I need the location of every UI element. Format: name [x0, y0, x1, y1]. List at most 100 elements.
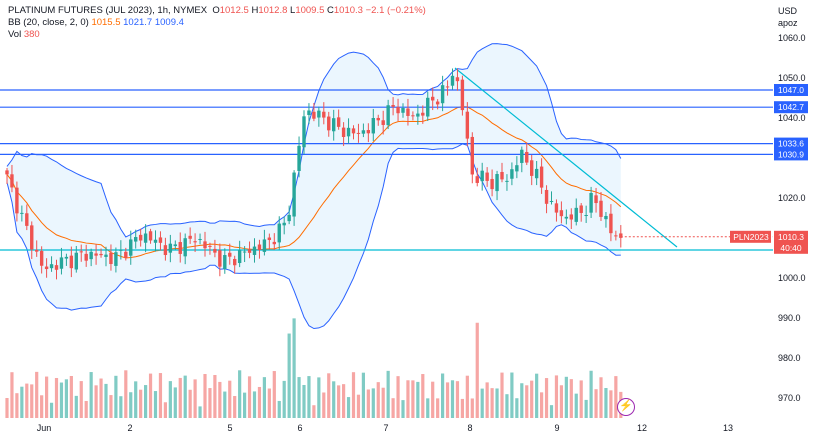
volume-bar: [356, 394, 361, 418]
volume-bar: [183, 375, 187, 418]
volume-bar: [94, 385, 98, 418]
candle-body: [356, 132, 361, 134]
candle-body: [228, 252, 232, 257]
candle-body: [287, 214, 291, 222]
candle-body: [599, 200, 603, 217]
volume-bar: [485, 382, 489, 418]
price-axis-tick: 1020.0: [778, 193, 806, 203]
candle-body: [233, 258, 237, 266]
candle-body: [465, 111, 470, 139]
candle-body: [282, 222, 286, 226]
volume-bar: [129, 392, 133, 418]
volume-bar: [124, 370, 128, 418]
volume-bar: [391, 398, 395, 418]
candle-body: [272, 241, 276, 245]
candle-body: [495, 174, 499, 192]
trend-line[interactable]: [454, 67, 678, 248]
candle-body: [10, 174, 14, 188]
candle-body: [44, 266, 49, 270]
candle-body: [525, 151, 529, 163]
volume-bar: [213, 375, 217, 418]
candle-body: [49, 264, 54, 269]
bb-legend-row[interactable]: BB (20, close, 2, 0) 1015.5 1021.7 1009.…: [8, 17, 426, 29]
candle-body: [460, 79, 465, 111]
volume-label[interactable]: Vol: [8, 29, 22, 40]
candle-body: [539, 166, 544, 188]
candle-body: [609, 213, 613, 234]
volume-bar: [139, 389, 143, 418]
candle-body: [183, 238, 187, 257]
candle-body: [455, 77, 460, 82]
volume-bar: [361, 372, 365, 418]
volume-bar: [500, 372, 504, 418]
bb-indicator-label[interactable]: BB (20, close, 2, 0): [8, 17, 89, 28]
level-price-tag: [774, 148, 808, 161]
candle-body: [129, 239, 133, 256]
volume-bar: [510, 372, 514, 418]
candle-body: [376, 117, 380, 121]
volume-bar: [163, 402, 167, 418]
volume-bar: [272, 371, 276, 418]
bar-countdown-label: 40:40: [780, 243, 802, 253]
candle-body: [302, 116, 306, 148]
candle-body: [203, 241, 207, 249]
volume-bar: [376, 382, 380, 418]
candle-body: [510, 169, 514, 179]
lightning-icon[interactable]: ⚡: [617, 398, 635, 416]
volume-bar: [520, 383, 524, 418]
volume-bar: [114, 375, 118, 418]
price-axis-tick: 970.0: [778, 393, 801, 403]
candle-body: [30, 225, 34, 250]
candle-body: [138, 234, 143, 241]
volume-bar: [49, 402, 54, 418]
time-axis-label: 7: [383, 423, 388, 433]
candle-body: [208, 245, 212, 247]
volume-bar: [579, 380, 583, 418]
symbol-name[interactable]: PLATINUM FUTURES (JUL 2023): [8, 5, 153, 16]
candle-body: [406, 108, 410, 116]
candle-body: [401, 107, 405, 113]
candle-body: [391, 104, 395, 107]
volume-bar: [233, 396, 237, 418]
volume-bar: [346, 397, 351, 418]
volume-bar: [119, 396, 123, 418]
candle-body: [559, 210, 564, 217]
volume-bar: [604, 388, 608, 418]
ohlc-high: 1012.8: [258, 5, 288, 16]
volume-bar: [5, 398, 9, 418]
candle-body: [218, 250, 222, 267]
volume-legend-row[interactable]: Vol 380: [8, 29, 426, 41]
volume-bar: [35, 371, 39, 418]
candle-body: [188, 235, 192, 239]
candle-body: [114, 252, 118, 266]
candle-body: [178, 242, 182, 254]
candle-body: [267, 237, 272, 241]
candle-body: [322, 111, 326, 118]
candle-body: [54, 265, 59, 270]
candle-body: [574, 207, 578, 222]
volume-bar: [416, 381, 420, 418]
volume-bar: [530, 380, 534, 418]
volume-bar: [84, 400, 88, 418]
volume-bar: [589, 370, 593, 418]
volume-bar: [450, 380, 455, 418]
candle-body: [119, 249, 123, 251]
candle-body: [445, 86, 450, 88]
candle-body: [252, 246, 257, 255]
chart-legend: PLATINUM FUTURES (JUL 2023), 1h, NYMEX O…: [8, 5, 426, 41]
volume-bar: [69, 376, 73, 418]
volume-bar: [297, 377, 301, 418]
candle-body: [431, 96, 435, 101]
candle-body: [242, 251, 247, 253]
ohlc-change: −2.1 (−0.21%): [365, 5, 426, 16]
volume-bar: [490, 388, 494, 418]
volume-bar: [322, 392, 326, 418]
candle-body: [292, 172, 296, 217]
candle-body: [346, 127, 351, 137]
candle-body: [485, 172, 489, 181]
volume-bar: [406, 380, 410, 418]
candle-body: [5, 170, 9, 175]
volume-bar: [351, 372, 356, 418]
